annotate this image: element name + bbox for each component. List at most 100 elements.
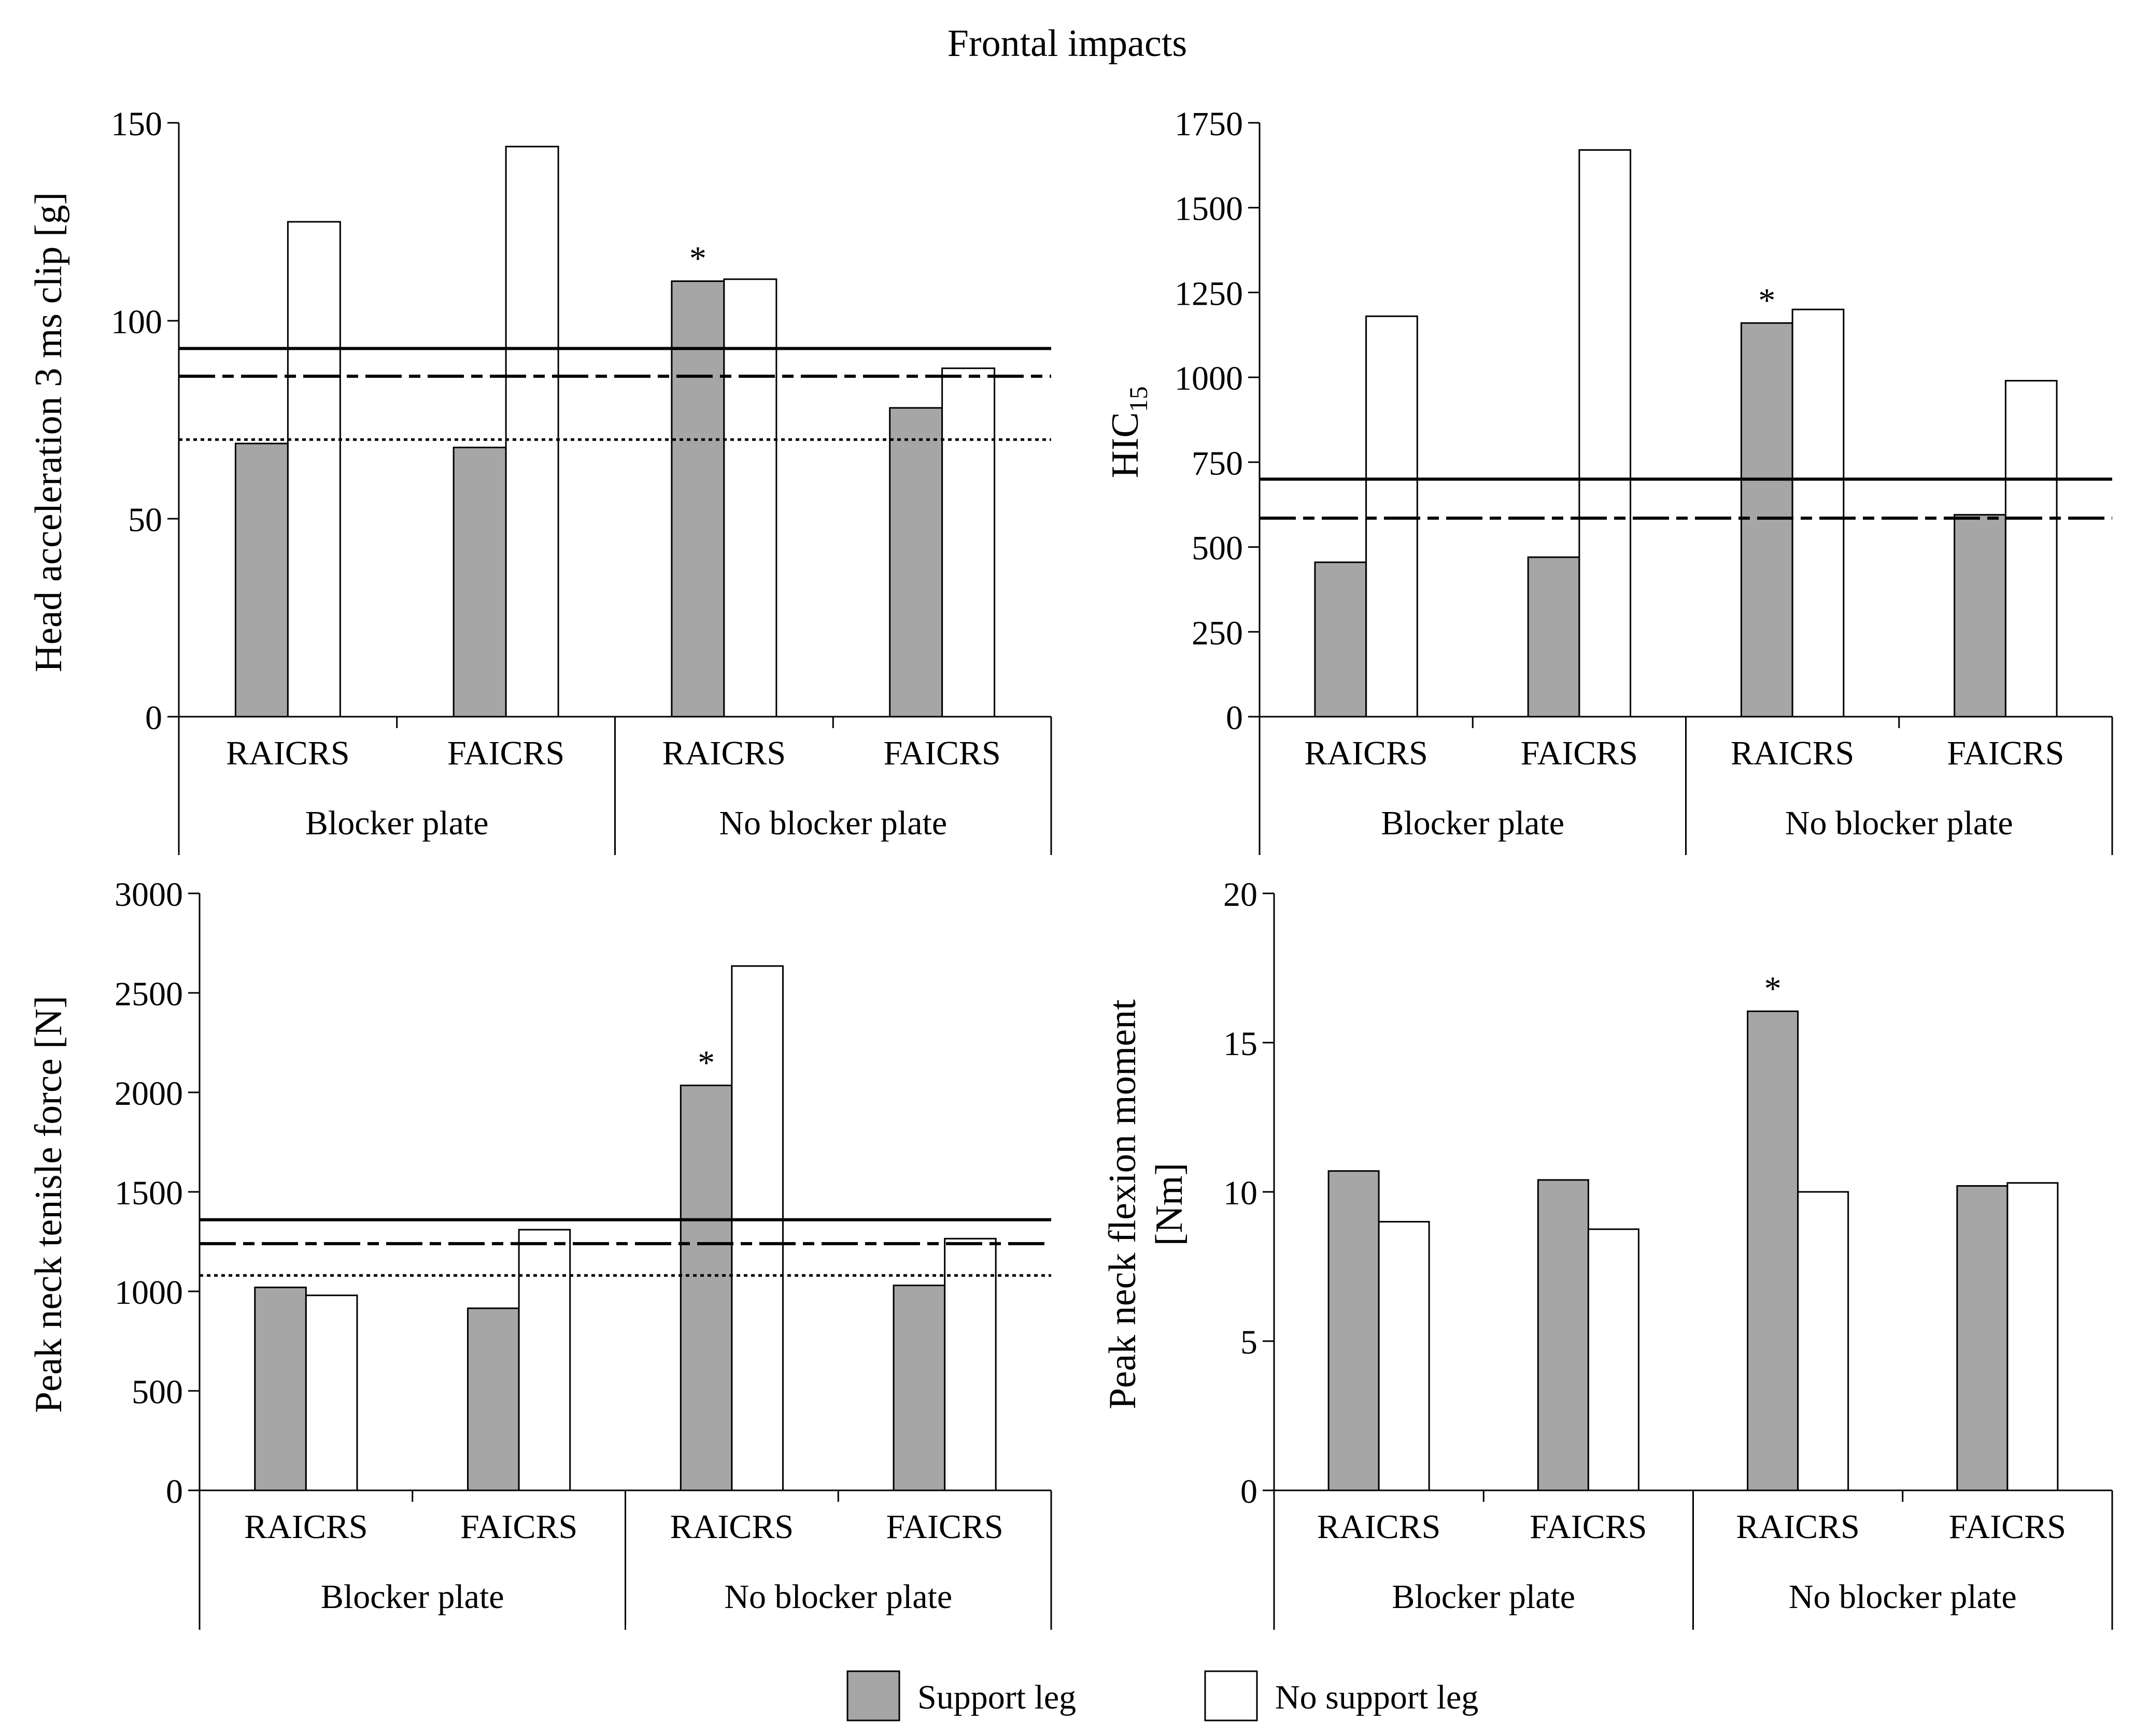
bar-no-support-leg [1365,315,1418,718]
bar-support-leg [234,443,289,718]
legend-swatch-support [846,1670,900,1721]
y-tick-label: 500 [132,1373,183,1411]
y-tick-label: 50 [128,501,162,539]
bar-support-leg [671,280,725,718]
bar-support-leg [889,407,943,718]
bar-support-leg [1956,1185,2009,1491]
chart-panel: 0 250 500 750 1000 1250 1500 1750 * RAICRS FAICRS R… [1104,105,2113,855]
y-axis-label: HIC15 [1104,386,1153,478]
y-tick-label: 1500 [115,1174,183,1212]
significance-marker: * [698,1044,715,1082]
y-tick-label: 0 [1240,1473,1257,1511]
y-tick-label: 250 [1192,614,1243,652]
category-label: RAICRS [662,734,786,772]
bar-support-leg [1314,561,1367,718]
category-label: FAICRS [1530,1508,1647,1546]
bar-no-support-leg [1587,1228,1639,1491]
y-tick-label: 750 [1192,445,1243,482]
y-axis-label: Peak neck flexion moment [1101,999,1144,1410]
y-axis-label-subscript: 15 [1124,386,1153,412]
category-label: RAICRS [1304,734,1427,772]
bar-no-support-leg [1378,1221,1430,1491]
category-label: RAICRS [1731,734,1854,772]
chart-panel: 0 5 10 15 20 * RAICRS FAICRS RAICRS FAICRS Blocker… [1101,876,2113,1630]
bar-support-leg [467,1307,520,1491]
group-label: Blocker plate [305,804,489,842]
bar-no-support-leg [1791,308,1845,718]
y-tick-label: 1500 [1175,190,1243,228]
bar-no-support-leg [944,1237,997,1491]
category-label: FAICRS [884,734,1001,772]
bar-no-support-leg [1797,1191,1849,1491]
group-label: No blocker plate [1789,1578,2017,1616]
y-tick-label: 0 [166,1473,183,1511]
legend-swatch-no-support [1204,1670,1258,1721]
y-tick-label: 5 [1240,1324,1257,1361]
y-tick-label: 1000 [1175,360,1243,397]
bar-no-support-leg [941,367,996,718]
y-tick-label: 500 [1192,530,1243,567]
significance-marker: * [689,240,706,278]
legend-label: Support leg [917,1678,1076,1716]
bar-no-support-leg [518,1229,571,1491]
y-tick-label: 1750 [1175,105,1243,143]
bar-support-leg [1537,1179,1589,1491]
y-tick-label: 2000 [115,1075,183,1113]
bar-no-support-leg [505,146,559,718]
category-label: RAICRS [670,1508,794,1546]
bar-support-leg [680,1085,733,1491]
category-label: FAICRS [1521,734,1638,772]
category-label: FAICRS [447,734,564,772]
chart-panel: 0 50 100 150 * RAICRS FAICRS RAICRS FAICRS Blocke… [27,105,1052,855]
category-label: FAICRS [1947,734,2064,772]
category-label: RAICRS [244,1508,367,1546]
chart-panel: 0 500 1000 1500 2000 2500 3000 * RAICRS FAICRS RAI… [27,876,1052,1630]
bar-no-support-leg [1578,149,1632,718]
legend: Support leg No support leg [846,1670,1478,1721]
y-tick-label: 0 [1226,699,1243,737]
group-label: Blocker plate [321,1578,504,1616]
category-label: RAICRS [1736,1508,1859,1546]
bar-support-leg [453,446,507,718]
group-label: Blocker plate [1392,1578,1575,1616]
bar-no-support-leg [2006,1182,2059,1491]
y-axis-label-unit: [Nm] [1148,1163,1191,1246]
bar-support-leg [1747,1011,1799,1491]
y-tick-label: 1000 [115,1274,183,1312]
bar-no-support-leg [305,1294,358,1491]
y-tick-label: 0 [145,699,162,737]
y-tick-label: 150 [111,105,162,143]
group-label: Blocker plate [1381,804,1564,842]
bar-support-leg [1740,322,1793,718]
y-tick-label: 20 [1223,876,1257,914]
y-tick-label: 1250 [1175,275,1243,312]
group-label: No blocker plate [719,804,947,842]
bar-support-leg [1527,556,1580,718]
y-tick-label: 3000 [115,876,183,914]
group-label: No blocker plate [1785,804,2013,842]
y-tick-label: 2500 [115,975,183,1013]
legend-label: No support leg [1275,1678,1478,1716]
y-tick-label: 15 [1223,1025,1257,1063]
bar-no-support-leg [723,278,777,718]
bar-support-leg [893,1284,946,1491]
category-label: FAICRS [886,1508,1003,1546]
y-tick-label: 100 [111,303,162,341]
category-label: RAICRS [1317,1508,1440,1546]
category-label: FAICRS [1949,1508,2066,1546]
category-label: FAICRS [460,1508,577,1546]
y-axis-label: Head acceleration 3 ms clip [g] [27,192,70,673]
bar-no-support-leg [2004,380,2058,718]
y-axis-label: Peak neck tenisle force [N] [27,995,70,1413]
category-label: RAICRS [226,734,349,772]
bar-support-leg [1327,1170,1380,1491]
y-tick-label: 10 [1223,1174,1257,1212]
group-label: No blocker plate [724,1578,952,1616]
bar-no-support-leg [731,965,784,1491]
figure-title: Frontal impacts [948,22,1187,65]
bar-support-leg [254,1286,307,1491]
significance-marker: * [1758,281,1775,319]
bar-no-support-leg [287,221,341,718]
